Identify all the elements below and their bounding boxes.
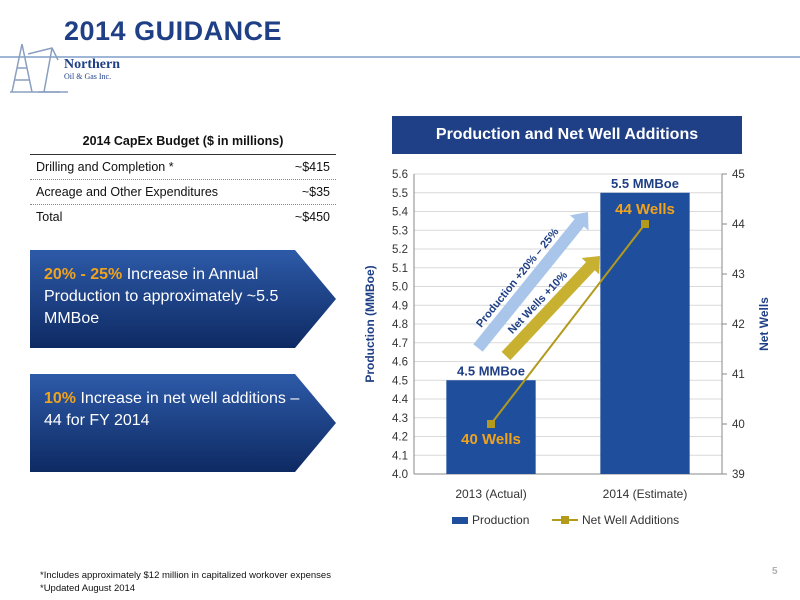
y-tick-label: 4.8 bbox=[392, 319, 408, 331]
arrow-shape bbox=[473, 211, 589, 352]
y2-tick-label: 43 bbox=[732, 269, 745, 281]
row-label: Acreage and Other Expenditures bbox=[36, 185, 219, 199]
row-value: ~$450 bbox=[294, 210, 330, 224]
callout-text: 10% Increase in net well additions – 44 … bbox=[44, 388, 304, 432]
capex-table: 2014 CapEx Budget ($ in millions) Drilli… bbox=[30, 130, 336, 229]
page-title: 2014 GUIDANCE bbox=[64, 16, 283, 46]
bar-label: 5.5 MMBoe bbox=[611, 176, 679, 191]
y-tick-label: 5.0 bbox=[392, 282, 408, 294]
y2-tick-label: 41 bbox=[732, 369, 745, 381]
y2-tick-label: 44 bbox=[732, 219, 745, 231]
bar bbox=[600, 192, 690, 474]
callout-text: 20% - 25% Increase in Annual Production … bbox=[44, 264, 304, 330]
y-tick-label: 5.2 bbox=[392, 244, 408, 256]
arrow-shape bbox=[501, 256, 601, 361]
callout-arrow-shape bbox=[30, 250, 336, 348]
logo-subtitle: Oil & Gas Inc. bbox=[64, 72, 112, 81]
footnote: *Includes approximately $12 million in c… bbox=[40, 570, 331, 581]
page-number: 5 bbox=[772, 566, 778, 577]
callout-highlight: 20% - 25% bbox=[44, 266, 123, 283]
y-tick-label: 5.1 bbox=[392, 263, 408, 275]
row-label: Drilling and Completion * bbox=[36, 160, 174, 174]
y-axis-title: Production (MMBoe) bbox=[363, 265, 377, 382]
chart-title: Production and Net Well Additions bbox=[392, 116, 742, 154]
y2-tick-label: 40 bbox=[732, 419, 745, 431]
wells-callout: 10% Increase in net well additions – 44 … bbox=[30, 374, 340, 472]
y2-tick-label: 42 bbox=[732, 319, 745, 331]
line-point bbox=[641, 220, 649, 228]
y2-tick-label: 39 bbox=[732, 469, 745, 481]
callout-body: Increase in Annual Production to approxi… bbox=[44, 266, 279, 327]
y-tick-label: 4.4 bbox=[392, 394, 409, 406]
y-tick-label: 5.4 bbox=[392, 207, 409, 219]
callout-arrow-shape bbox=[30, 374, 336, 472]
y-tick-label: 4.0 bbox=[392, 469, 408, 481]
table-row: Drilling and Completion * ~$415 bbox=[30, 155, 336, 180]
y-tick-label: 4.6 bbox=[392, 357, 408, 369]
row-value: ~$415 bbox=[294, 160, 330, 174]
logo-name: Northern bbox=[64, 57, 120, 72]
y2-tick-label: 45 bbox=[732, 169, 745, 181]
legend-swatch-bar bbox=[452, 517, 468, 524]
capex-table-header: 2014 CapEx Budget ($ in millions) bbox=[30, 130, 336, 155]
y-tick-label: 5.5 bbox=[392, 188, 408, 200]
callout-body: Increase in net well additions – 44 for … bbox=[44, 390, 300, 429]
line-point-label: 44 Wells bbox=[615, 201, 675, 218]
x-tick-label: 2013 (Actual) bbox=[455, 487, 526, 501]
y-tick-label: 4.9 bbox=[392, 300, 408, 312]
y2-axis-title: Net Wells bbox=[757, 297, 771, 351]
y-tick-label: 4.5 bbox=[392, 375, 408, 387]
production-callout: 20% - 25% Increase in Annual Production … bbox=[30, 250, 340, 348]
production-wells-chart: 4.0 4.1 4.2 4.3 4.4 4.5 4.6 4.7 4.8 4.9 5.0 5.1 5.2 5… bbox=[363, 169, 771, 527]
y-tick-label: 4.2 bbox=[392, 432, 408, 444]
y-tick-label: 4.1 bbox=[392, 450, 408, 462]
bar-label: 4.5 MMBoe bbox=[457, 363, 525, 378]
y-tick-label: 4.3 bbox=[392, 413, 408, 425]
title-divider bbox=[0, 56, 800, 58]
callout-highlight: 10% bbox=[44, 390, 77, 407]
row-value: ~$35 bbox=[301, 185, 330, 199]
row-label: Total bbox=[36, 210, 63, 224]
legend-label: Net Well Additions bbox=[582, 513, 679, 527]
y-tick-label: 4.7 bbox=[392, 338, 408, 350]
y-tick-label: 5.6 bbox=[392, 169, 408, 181]
table-row-total: Total ~$450 bbox=[30, 205, 336, 229]
derrick-logo-icon bbox=[10, 43, 68, 93]
line-point bbox=[487, 420, 495, 428]
x-tick-label: 2014 (Estimate) bbox=[603, 487, 688, 501]
legend-label: Production bbox=[472, 513, 529, 527]
logo-text: Northern Oil & Gas Inc. bbox=[64, 58, 120, 82]
table-row: Acreage and Other Expenditures ~$35 bbox=[30, 180, 336, 205]
y-tick-label: 5.3 bbox=[392, 225, 408, 237]
footnote: *Updated August 2014 bbox=[40, 583, 136, 594]
line-point-label: 40 Wells bbox=[461, 431, 521, 448]
legend-swatch-marker bbox=[561, 516, 569, 524]
series-line bbox=[490, 223, 646, 425]
